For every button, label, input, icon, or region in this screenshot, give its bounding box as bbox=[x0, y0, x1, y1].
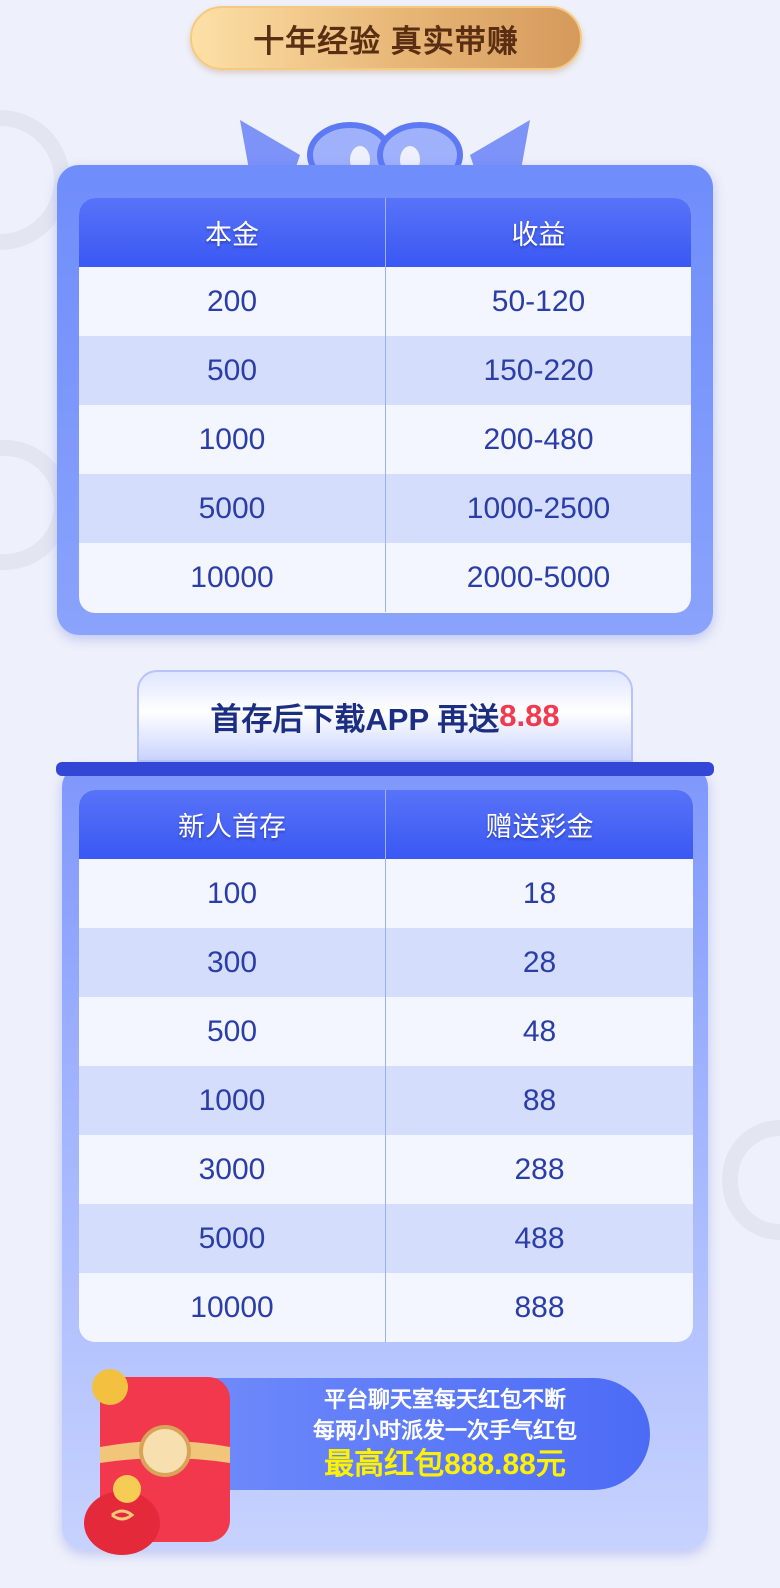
bonus-table: 新人首存 赠送彩金 100 18 300 28 500 48 1000 88 3000 2… bbox=[79, 790, 693, 1342]
cell: 50-120 bbox=[491, 284, 586, 318]
table-row: 3000 288 bbox=[79, 1135, 693, 1204]
table-header: 新人首存 赠送彩金 bbox=[79, 790, 693, 859]
red-packet-line2: 每两小时派发一次手气红包 bbox=[312, 1418, 577, 1443]
cell: 18 bbox=[522, 876, 557, 910]
promo-amount: 8.88 bbox=[499, 698, 560, 733]
table-row: 100 18 bbox=[79, 859, 693, 928]
header-bonus: 赠送彩金 bbox=[485, 812, 594, 842]
cell: 88 bbox=[522, 1083, 557, 1117]
table-row: 5000 488 bbox=[79, 1204, 693, 1273]
table-row: 500 48 bbox=[79, 997, 693, 1066]
cell: 500 bbox=[79, 997, 386, 1066]
cell: 288 bbox=[514, 1152, 565, 1186]
header-return: 收益 bbox=[511, 220, 566, 250]
promo-text: 首存后下载APP 再送 bbox=[210, 701, 500, 737]
cell: 200-480 bbox=[483, 422, 594, 456]
table-row: 1000 88 bbox=[79, 1066, 693, 1135]
header-first-deposit: 新人首存 bbox=[79, 790, 386, 859]
promo-banner: 首存后下载APP 再送 8.88 bbox=[137, 670, 633, 762]
red-packet-banner: 平台聊天室每天红包不断 每两小时派发一次手气红包 最高红包888.88元 bbox=[200, 1378, 650, 1490]
cell: 200 bbox=[79, 267, 386, 336]
cell: 3000 bbox=[79, 1135, 386, 1204]
cell: 48 bbox=[522, 1014, 557, 1048]
cell: 100 bbox=[79, 859, 386, 928]
cell: 300 bbox=[79, 928, 386, 997]
table-row: 200 50-120 bbox=[79, 267, 691, 336]
cell: 28 bbox=[522, 945, 557, 979]
cell: 10000 bbox=[79, 1273, 386, 1342]
banner-title: 十年经验 真实带赚 bbox=[190, 6, 582, 70]
cell: 1000-2500 bbox=[466, 491, 611, 525]
container-lid bbox=[56, 762, 714, 776]
cell: 150-220 bbox=[483, 353, 594, 387]
table-header: 本金 收益 bbox=[79, 198, 691, 267]
cell: 500 bbox=[79, 336, 386, 405]
table-row: 1000 200-480 bbox=[79, 405, 691, 474]
earnings-table: 本金 收益 200 50-120 500 150-220 1000 200-480 5… bbox=[79, 198, 691, 613]
cell: 488 bbox=[514, 1221, 565, 1255]
poker-chip-decoration bbox=[722, 1120, 780, 1240]
red-packet-line1: 平台聊天室每天红包不断 bbox=[323, 1387, 566, 1412]
table-row: 300 28 bbox=[79, 928, 693, 997]
cell: 10000 bbox=[79, 543, 386, 612]
cell: 2000-5000 bbox=[466, 560, 611, 594]
header-principal: 本金 bbox=[79, 198, 386, 267]
red-envelope-icon bbox=[84, 1369, 230, 1555]
cell: 888 bbox=[514, 1290, 565, 1324]
table-row: 10000 888 bbox=[79, 1273, 693, 1342]
red-packet-max: 最高红包888.88元 bbox=[324, 1448, 566, 1481]
cell: 5000 bbox=[79, 474, 386, 543]
cell: 1000 bbox=[79, 405, 386, 474]
table-row: 5000 1000-2500 bbox=[79, 474, 691, 543]
cell: 1000 bbox=[79, 1066, 386, 1135]
cell: 5000 bbox=[79, 1204, 386, 1273]
table-row: 500 150-220 bbox=[79, 336, 691, 405]
table-row: 10000 2000-5000 bbox=[79, 543, 691, 612]
